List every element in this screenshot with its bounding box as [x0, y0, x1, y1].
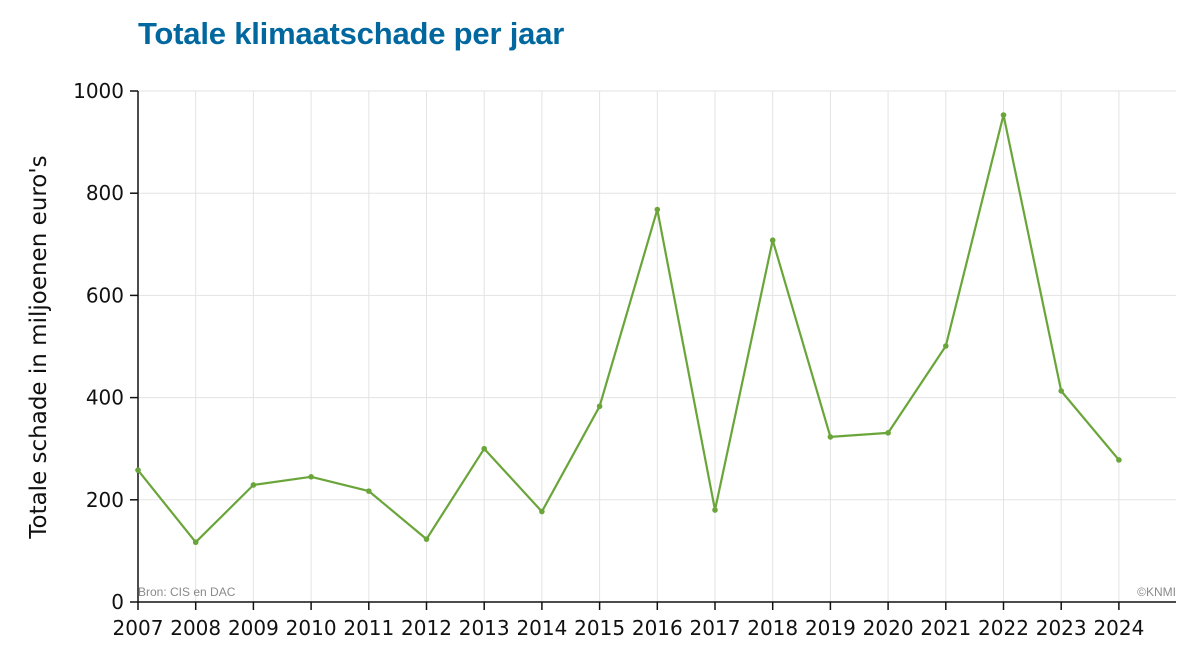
data-point — [769, 237, 776, 244]
chart-title: Totale klimaatschade per jaar — [138, 16, 565, 51]
data-point — [596, 403, 603, 410]
data-point — [366, 488, 372, 494]
y-tick-label: 200 — [86, 488, 124, 512]
data-point — [1116, 457, 1122, 463]
x-tick-label: 2016 — [632, 616, 683, 640]
x-tick-label: 2021 — [920, 616, 971, 640]
x-tick-label: 2008 — [170, 616, 221, 640]
y-tick-label: 400 — [86, 386, 124, 410]
series-layer — [135, 112, 1122, 546]
data-point — [1000, 112, 1007, 118]
series-line — [137, 113, 1120, 544]
data-point — [481, 445, 488, 452]
source-note: Bron: CIS en DAC — [138, 585, 236, 599]
x-tick-label: 2007 — [113, 616, 164, 640]
y-axis-title: Totale schade in miljoenen euro's — [26, 155, 52, 539]
x-tick-label: 2020 — [863, 616, 914, 640]
x-tick-label: 2017 — [690, 616, 741, 640]
credit-note: ©KNMI — [1137, 585, 1176, 599]
data-point — [943, 343, 949, 349]
data-point — [1058, 388, 1064, 394]
data-point — [712, 507, 718, 513]
data-point — [423, 536, 430, 542]
y-tick-label: 800 — [86, 181, 124, 205]
x-tick-label: 2010 — [286, 616, 337, 640]
x-tick-label: 2018 — [747, 616, 798, 640]
x-tick-label: 2024 — [1093, 616, 1144, 640]
x-tick-label: 2011 — [343, 616, 394, 640]
data-point — [539, 508, 545, 515]
x-tick-label: 2022 — [978, 616, 1029, 640]
x-tick-label: 2009 — [228, 616, 279, 640]
data-point — [192, 539, 199, 546]
x-tick-labels: 2007 2008 2009 2010 2011 2012 2013 2014 2015 2016… — [113, 616, 1145, 640]
x-tick-label: 2013 — [459, 616, 510, 640]
x-tick-label: 2012 — [401, 616, 452, 640]
data-point — [654, 206, 661, 213]
data-point — [308, 474, 314, 480]
y-tick-labels: 0 200 400 600 800 1000 — [73, 79, 124, 614]
gridlines — [137, 90, 1176, 602]
data-point — [135, 467, 141, 473]
x-tick-label: 2019 — [805, 616, 856, 640]
x-tick-label: 2015 — [574, 616, 625, 640]
x-tick-label: 2023 — [1036, 616, 1087, 640]
y-tick-label: 1000 — [73, 79, 124, 103]
axes — [130, 90, 1176, 610]
data-point — [250, 482, 257, 488]
x-tick-label: 2014 — [516, 616, 567, 640]
y-tick-label: 600 — [86, 283, 124, 307]
y-tick-label: 0 — [111, 590, 124, 614]
data-point — [827, 434, 834, 440]
data-point — [885, 430, 891, 436]
